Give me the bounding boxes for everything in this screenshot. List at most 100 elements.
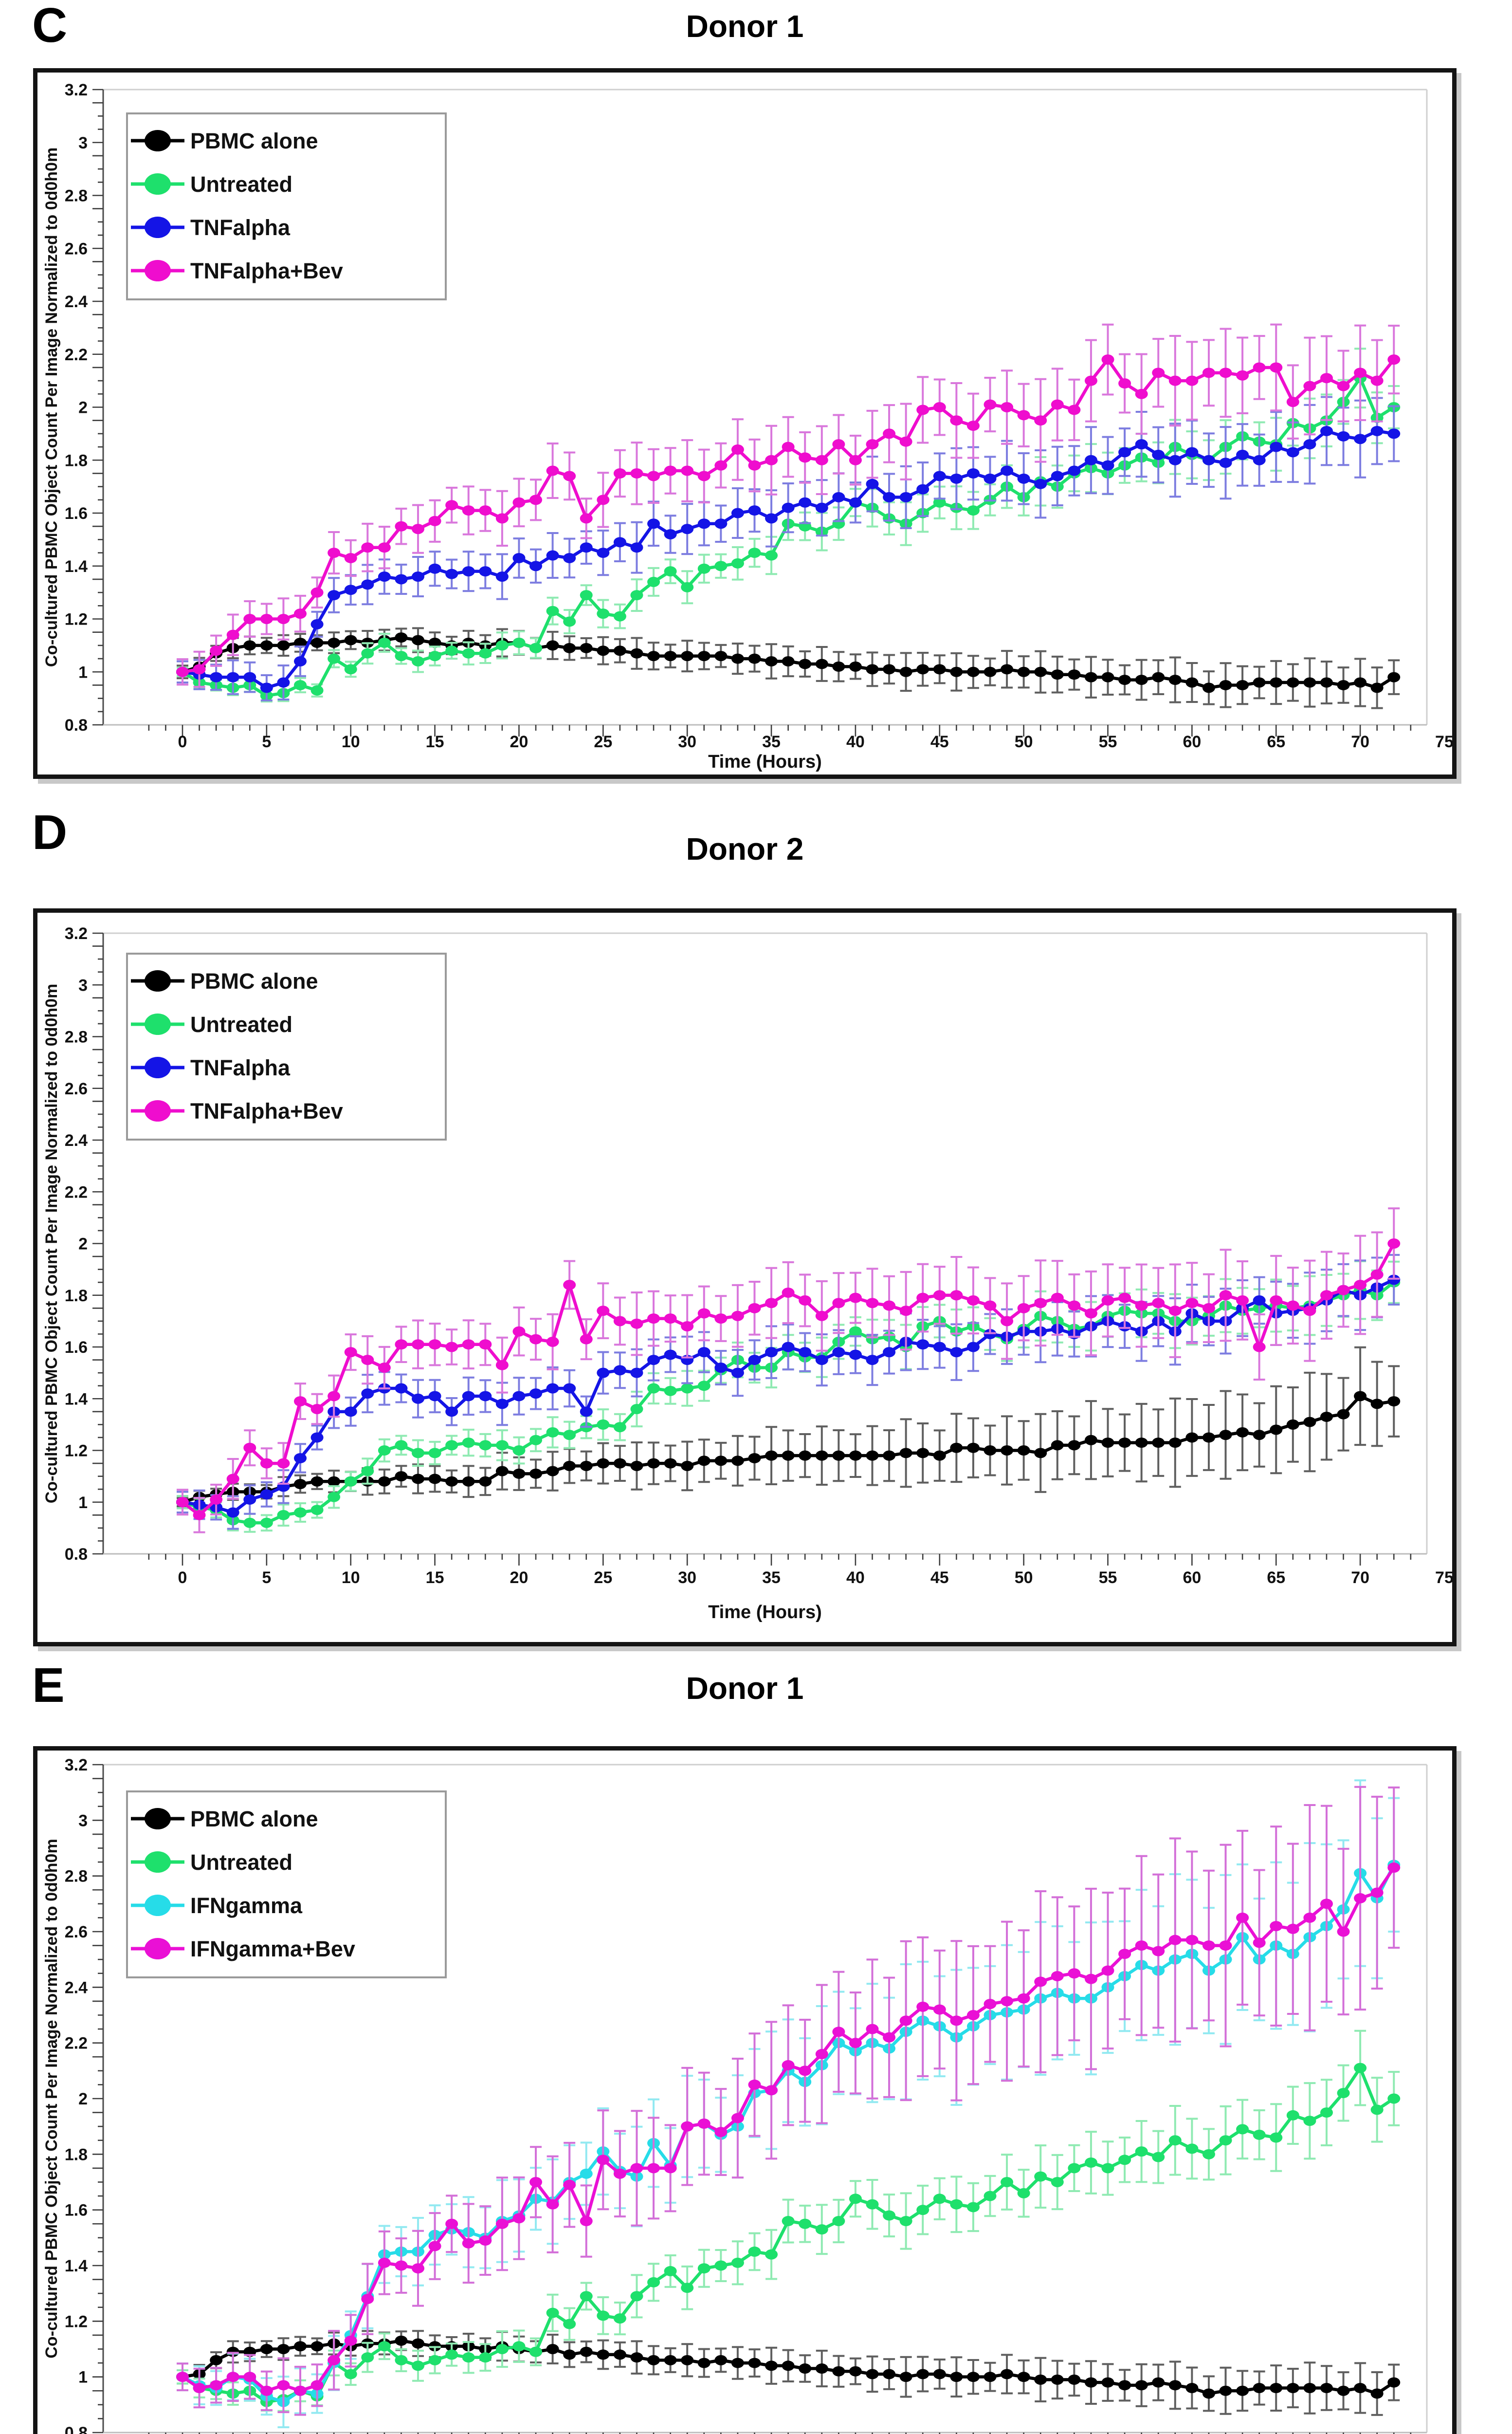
svg-text:75: 75 <box>1435 733 1452 751</box>
legend-marker-icon <box>145 260 171 281</box>
svg-text:1.2: 1.2 <box>65 2312 88 2331</box>
svg-text:50: 50 <box>1015 1568 1033 1587</box>
svg-text:15: 15 <box>426 733 444 751</box>
svg-text:2.8: 2.8 <box>65 187 88 205</box>
svg-text:65: 65 <box>1267 733 1285 751</box>
svg-text:1.8: 1.8 <box>65 2145 88 2164</box>
svg-text:2: 2 <box>78 2090 88 2108</box>
svg-text:TNFalpha+Bev: TNFalpha+Bev <box>190 1099 343 1124</box>
legend-marker-icon <box>145 1014 171 1035</box>
legend-marker-icon <box>145 1851 171 1873</box>
svg-text:5: 5 <box>262 1568 271 1587</box>
svg-text:Co-cultured PBMC Object Count: Co-cultured PBMC Object Count Per Image … <box>42 148 61 667</box>
svg-text:2: 2 <box>78 399 88 417</box>
legend-item-ifngamma-bev: IFNgamma+Bev <box>131 1936 355 1961</box>
svg-text:3: 3 <box>78 976 88 995</box>
svg-text:70: 70 <box>1351 1568 1369 1587</box>
svg-text:TNFalpha+Bev: TNFalpha+Bev <box>190 258 343 283</box>
svg-text:1.8: 1.8 <box>65 1287 88 1305</box>
svg-text:1.8: 1.8 <box>65 451 88 470</box>
svg-text:3.2: 3.2 <box>65 81 88 99</box>
legend-item-untreated: Untreated <box>131 1850 292 1875</box>
series-tnfalpha <box>176 396 1401 701</box>
legend-marker-icon <box>145 1808 171 1829</box>
svg-text:0.8: 0.8 <box>65 1545 88 1564</box>
svg-text:Time (Hours): Time (Hours) <box>708 1602 822 1623</box>
legend-marker-icon <box>145 173 171 195</box>
svg-text:PBMC alone: PBMC alone <box>190 129 318 153</box>
svg-text:65: 65 <box>1267 1568 1285 1587</box>
legend-item-tnfalpha-bev: TNFalpha+Bev <box>131 258 343 283</box>
svg-text:1: 1 <box>78 2368 88 2387</box>
svg-text:1: 1 <box>78 1494 88 1512</box>
svg-text:Untreated: Untreated <box>190 1012 292 1037</box>
legend-item-pbmc-alone: PBMC alone <box>131 969 318 994</box>
svg-text:55: 55 <box>1099 1568 1117 1587</box>
series-pbmc-alone <box>176 1346 1401 1508</box>
panel-letter-d: D <box>32 805 68 860</box>
svg-text:15: 15 <box>426 1568 444 1587</box>
series-pbmc-alone <box>176 2330 1401 2416</box>
svg-text:PBMC alone: PBMC alone <box>190 969 318 994</box>
legend-marker-icon <box>145 1938 171 1959</box>
svg-text:30: 30 <box>678 1568 696 1587</box>
legend-item-untreated: Untreated <box>131 172 292 197</box>
svg-text:0.8: 0.8 <box>65 716 88 735</box>
legend-item-tnfalpha-bev: TNFalpha+Bev <box>131 1099 343 1124</box>
svg-text:10: 10 <box>342 733 360 751</box>
series-untreated <box>176 2029 1401 2412</box>
legend-marker-icon <box>145 130 171 151</box>
svg-text:1: 1 <box>78 663 88 682</box>
svg-text:Co-cultured PBMC Object Count: Co-cultured PBMC Object Count Per Image … <box>42 984 61 1503</box>
svg-text:3: 3 <box>78 1811 88 1830</box>
legend-item-tnfalpha: TNFalpha <box>131 1055 291 1080</box>
chart-box-c: 0.8 1 1.2 1.4 1.6 1.8 2 2.2 2.4 2.6 2.8 3 3.2 Co-cult… <box>33 68 1457 779</box>
svg-text:2.6: 2.6 <box>65 1923 88 1941</box>
panel-title-e: Donor 1 <box>686 1671 804 1706</box>
series-ifngamma-bev <box>176 1786 1401 2416</box>
legend-marker-icon <box>145 1057 171 1078</box>
series-markers <box>176 354 1401 677</box>
svg-text:0: 0 <box>178 1568 187 1587</box>
svg-text:TNFalpha: TNFalpha <box>190 215 291 240</box>
legend-item-ifngamma: IFNgamma <box>131 1893 303 1918</box>
svg-text:2: 2 <box>78 1235 88 1254</box>
svg-text:2.8: 2.8 <box>65 1867 88 1886</box>
svg-text:5: 5 <box>262 733 271 751</box>
svg-text:55: 55 <box>1099 733 1117 751</box>
svg-text:45: 45 <box>930 1568 949 1587</box>
svg-text:20: 20 <box>510 733 528 751</box>
svg-text:2.4: 2.4 <box>65 1978 88 1997</box>
svg-text:1.6: 1.6 <box>65 2201 88 2220</box>
legend-marker-icon <box>145 1895 171 1916</box>
svg-text:75: 75 <box>1435 1568 1452 1587</box>
panel-letter-e: E <box>32 1658 65 1713</box>
svg-text:35: 35 <box>762 1568 781 1587</box>
svg-text:Untreated: Untreated <box>190 172 292 197</box>
y-axis: 0.8 1 1.2 1.4 1.6 1.8 2 2.2 2.4 2.6 2.8 3 3.2 Co-cult… <box>42 924 103 1564</box>
svg-text:3: 3 <box>78 134 88 152</box>
svg-text:2.2: 2.2 <box>65 1183 88 1201</box>
svg-text:1.6: 1.6 <box>65 1338 88 1357</box>
series-markers <box>176 425 1401 693</box>
panel-title-c: Donor 1 <box>686 9 804 44</box>
svg-text:2.6: 2.6 <box>65 1080 88 1098</box>
svg-text:60: 60 <box>1183 1568 1201 1587</box>
svg-text:1.6: 1.6 <box>65 504 88 523</box>
svg-text:25: 25 <box>594 1568 612 1587</box>
svg-text:60: 60 <box>1183 733 1201 751</box>
svg-text:0: 0 <box>178 733 187 751</box>
svg-text:1.4: 1.4 <box>65 557 88 576</box>
legend-marker-icon <box>145 217 171 238</box>
panel-letter-c: C <box>32 0 68 53</box>
svg-text:2.4: 2.4 <box>65 1131 88 1150</box>
svg-text:IFNgamma+Bev: IFNgamma+Bev <box>190 1936 355 1961</box>
line-chart-donor2-tnfalpha: 0.8 1 1.2 1.4 1.6 1.8 2 2.2 2.4 2.6 2.8 3 3.2 Co-cult… <box>42 924 1452 1623</box>
svg-text:40: 40 <box>846 733 865 751</box>
chart-box-d: 0.8 1 1.2 1.4 1.6 1.8 2 2.2 2.4 2.6 2.8 3 3.2 Co-cult… <box>33 908 1457 1646</box>
legend: PBMC alone Untreated TNFalpha TNFalpha+Bev <box>126 112 447 300</box>
svg-text:1.4: 1.4 <box>65 2257 88 2275</box>
